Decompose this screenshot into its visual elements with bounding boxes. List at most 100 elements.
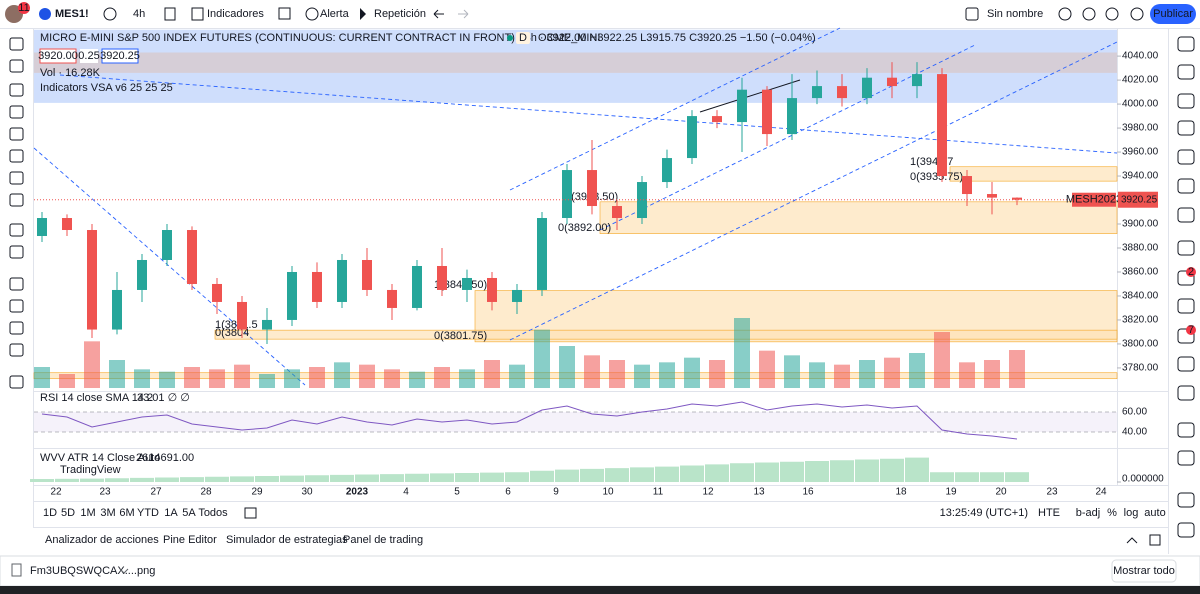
drawing-tool[interactable] (9, 171, 24, 185)
bottom-adj[interactable]: b-adj (1076, 507, 1100, 519)
order-button[interactable] (101, 48, 139, 64)
range-button[interactable]: 1M (80, 507, 95, 519)
sidebar-icon[interactable] (1177, 385, 1195, 401)
chart-type[interactable] (164, 7, 176, 21)
sidebar-icon[interactable] (1177, 64, 1195, 80)
range-button[interactable]: Todos (198, 507, 228, 519)
order-button-text[interactable]: 0.25 (78, 50, 99, 62)
add-symbol[interactable] (103, 7, 117, 21)
volume-bar (584, 355, 600, 388)
drawing-tool[interactable] (9, 83, 24, 97)
panel-controls[interactable] (1126, 534, 1161, 546)
sidebar-icon[interactable] (1177, 120, 1195, 136)
volume-bar (509, 364, 525, 388)
sidebar-icon[interactable] (1177, 149, 1195, 165)
sidebar-icon[interactable] (1177, 450, 1195, 466)
range-button[interactable]: 1D (43, 507, 57, 519)
show-all[interactable]: Mostrar todo (1113, 565, 1175, 577)
layout-icon[interactable] (278, 7, 291, 20)
drawing-tool[interactable] (9, 277, 24, 291)
candle-body (762, 89, 772, 135)
sidebar-icon[interactable] (1177, 298, 1195, 314)
indicators[interactable]: Indicadores (207, 8, 264, 20)
fib-label: 0(3935.75) (910, 171, 963, 183)
wvv-bar (780, 461, 804, 482)
volume-bar (984, 360, 1000, 388)
alert[interactable]: Alerta (320, 8, 350, 20)
zone (214, 329, 1118, 340)
candle-body (387, 289, 397, 308)
drawing-tool[interactable] (9, 193, 24, 207)
bottom-session[interactable]: HTE (1038, 507, 1060, 519)
drawing-tool[interactable] (9, 375, 24, 389)
drawing-tool[interactable] (9, 59, 24, 73)
wvv-tick-label: 0.000000 (1122, 474, 1164, 485)
sidebar-icon[interactable] (1177, 422, 1195, 438)
sidebar-icon[interactable] (1177, 207, 1195, 223)
panel-tab[interactable]: Analizador de acciones (45, 534, 159, 546)
sidebar-icon[interactable] (1177, 522, 1195, 538)
symbol[interactable]: MES1! (55, 8, 89, 20)
sidebar-icon[interactable] (1177, 356, 1195, 372)
y-tick-label: 3780.00 (1122, 363, 1159, 374)
layout-name[interactable]: Sin nombre (987, 8, 1043, 20)
toolbar-icon[interactable] (1130, 7, 1144, 21)
drawing-tool[interactable] (9, 299, 24, 313)
drawing-tool[interactable] (9, 149, 24, 163)
candle-body (362, 259, 372, 290)
undo[interactable] (433, 9, 444, 19)
toolbar-icon[interactable] (1082, 7, 1096, 21)
sidebar-icon[interactable] (1177, 328, 1195, 344)
replay[interactable]: Repetición (374, 8, 426, 20)
order-button-text[interactable]: 3920.25 (100, 50, 140, 62)
panel-tab[interactable]: Panel de trading (343, 534, 423, 546)
show-all-button[interactable] (1111, 559, 1177, 583)
redo[interactable] (458, 9, 469, 19)
range-button[interactable]: 5A (182, 507, 196, 519)
toolbar-icon[interactable] (1058, 7, 1072, 21)
drawing-tool[interactable] (9, 321, 24, 335)
publish[interactable]: Publicar (1153, 8, 1193, 20)
sidebar-icon[interactable] (1177, 93, 1195, 109)
range-button[interactable]: 6M (119, 507, 134, 519)
range-button[interactable]: YTD (137, 507, 159, 519)
drawing-tool[interactable] (9, 127, 24, 141)
bottom-percent[interactable]: % (1107, 507, 1117, 519)
interval[interactable]: 4h (133, 8, 145, 20)
sidebar-icon[interactable] (1177, 240, 1195, 256)
toolbar-icon[interactable] (1105, 7, 1119, 21)
range-button[interactable]: 1A (164, 507, 178, 519)
publish-button[interactable] (1150, 4, 1196, 24)
wvv-bar (505, 472, 529, 482)
sidebar-icon[interactable] (1177, 270, 1195, 286)
panel-tab[interactable]: Pine Editor (163, 534, 217, 546)
order-button[interactable] (80, 49, 98, 63)
drawing-tool[interactable] (9, 343, 24, 357)
sidebar-icon[interactable] (1177, 492, 1195, 508)
download-menu[interactable] (119, 568, 129, 574)
drawing-tool[interactable] (9, 37, 24, 51)
range-button[interactable]: 5D (61, 507, 75, 519)
wvv-bar (180, 477, 204, 482)
sidebar-icon[interactable] (1177, 178, 1195, 194)
symbol-tag-text: MESH2023 (1066, 194, 1122, 206)
x-tick-label: 2023 (346, 487, 369, 498)
drawing-tool[interactable] (9, 223, 24, 237)
x-tick-label: 27 (150, 487, 162, 498)
goto-date[interactable] (244, 507, 257, 519)
panel-tab[interactable]: Simulador de estrategias (226, 534, 348, 546)
save-checkbox[interactable] (965, 7, 979, 21)
x-tick-label: 29 (251, 487, 263, 498)
download-file[interactable]: Fm3UBQSWQCAX....png (30, 565, 155, 577)
order-button[interactable] (39, 48, 77, 64)
drawing-tool[interactable] (9, 245, 24, 259)
bottom-log[interactable]: log (1124, 507, 1139, 519)
x-tick-label: 20 (995, 487, 1007, 498)
candle-body (787, 98, 797, 135)
drawing-tool[interactable] (9, 105, 24, 119)
range-button[interactable]: 3M (100, 507, 115, 519)
order-button-text[interactable]: 3920.00 (38, 50, 78, 62)
bottom-auto[interactable]: auto (1144, 507, 1165, 519)
sidebar-icon[interactable] (1177, 36, 1195, 52)
